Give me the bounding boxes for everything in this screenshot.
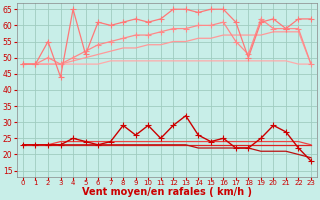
- X-axis label: Vent moyen/en rafales ( km/h ): Vent moyen/en rafales ( km/h ): [82, 187, 252, 197]
